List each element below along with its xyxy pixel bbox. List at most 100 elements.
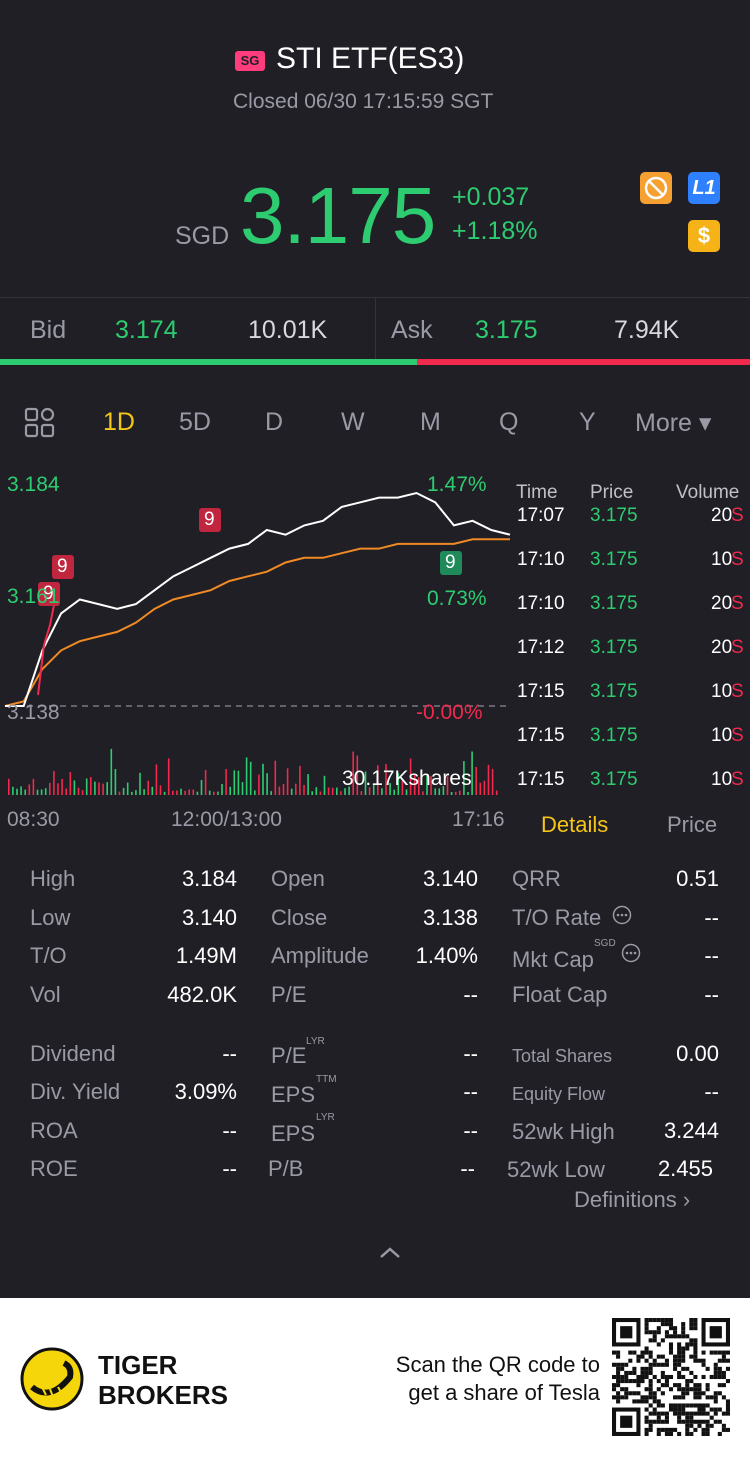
col-volume: Volume (676, 482, 740, 503)
volume-bar (348, 786, 350, 795)
volume-bar (430, 776, 432, 795)
volume-bar (262, 763, 264, 795)
volume-bars (8, 748, 498, 795)
stat-label: 52wk High (512, 1119, 615, 1144)
volume-bar (401, 780, 404, 795)
volume-bar (16, 788, 18, 795)
trade-row: 17:15 3.175 10 S (512, 769, 750, 800)
volume-bar (299, 765, 301, 795)
volume-bar (356, 755, 359, 795)
stat-label: Close (271, 905, 328, 930)
volume-bar (229, 786, 231, 795)
chevron-up-icon[interactable] (378, 1244, 402, 1265)
stat-label: QRR (512, 866, 561, 891)
trade-volume: 10 (711, 725, 733, 746)
volume-bar (475, 767, 477, 795)
bid-price: 3.174 (115, 316, 178, 344)
tab-1d[interactable]: 1D (103, 408, 135, 436)
tab-details[interactable]: Details (541, 812, 609, 837)
stat-label: P/E (271, 1043, 307, 1068)
trade-volume: 20 (711, 505, 733, 526)
volume-bar (159, 785, 162, 795)
volume-bar (446, 776, 449, 795)
stat-sup: TTM (316, 1074, 337, 1085)
volume-bar (364, 771, 367, 795)
stat-value: 3.140 (181, 905, 237, 930)
promo-footer: TIGER BROKERS Scan the QR code to get a … (0, 1298, 750, 1458)
trade-row: 17:10 3.175 20 S (512, 593, 750, 637)
td-label: 9 (43, 583, 54, 604)
stat-value: -- (704, 943, 719, 968)
trade-row: 17:15 3.175 10 S (512, 681, 750, 725)
stat-label: P/E (271, 982, 307, 1007)
ask-ratio-bar (417, 359, 750, 365)
intraday-chart-svg (4, 491, 511, 795)
trade-volume: 20 (711, 637, 733, 658)
time-end: 17:16 (452, 808, 505, 831)
volume-bar (208, 790, 211, 795)
volume-bar (12, 786, 14, 795)
stat-label: Amplitude (271, 943, 369, 968)
stat-label: Float Cap (512, 982, 608, 1007)
tab-m[interactable]: M (420, 408, 441, 436)
level1-icon[interactable]: L1 (688, 172, 720, 204)
bid-label: Bid (30, 316, 67, 344)
info-icon[interactable] (612, 905, 632, 930)
intraday-chart[interactable]: 9 9 9 9 3.184 3.161 3.138 1.47% 0.73% -0… (0, 465, 512, 845)
volume-bar (32, 778, 35, 795)
volume-bar (85, 778, 88, 795)
time-and-sales[interactable]: Time Price Volume 17:07 3.175 20 S 17:10 3.17… (512, 470, 750, 800)
stat-value: 2.455 (657, 1156, 713, 1181)
tab-price[interactable]: Price (667, 812, 718, 837)
trade-time: 17:10 (517, 593, 565, 614)
no-shorting-icon[interactable] (640, 172, 672, 204)
volume-bar (221, 784, 223, 795)
layout-grid-icon[interactable] (24, 407, 56, 446)
td-marker-green (440, 551, 462, 575)
tab-q[interactable]: Q (499, 408, 519, 436)
volume-bar (258, 774, 260, 795)
volume-bar (360, 791, 363, 795)
volume-bar (8, 778, 10, 795)
brand-name: BROKERS (98, 1380, 229, 1410)
volume-bar (155, 764, 158, 795)
rising-segment (37, 594, 57, 696)
volume-bar (151, 786, 154, 795)
td-marker-red (199, 508, 221, 532)
volume-bar (192, 789, 195, 795)
volume-bar (49, 782, 51, 795)
pct-axis-mid: 0.73% (427, 587, 487, 610)
volume-bar (118, 791, 121, 795)
td-label: 9 (445, 552, 456, 573)
stat-value: -- (222, 1041, 237, 1066)
info-icon[interactable] (621, 943, 641, 968)
volume-bar (176, 790, 178, 795)
price-line (5, 491, 511, 707)
volume-bar (323, 775, 326, 795)
tab-more[interactable]: More ▾ (635, 409, 712, 437)
stat-sup: SGD (594, 938, 616, 949)
tab-d[interactable]: D (265, 408, 284, 436)
volume-bar (405, 789, 408, 795)
volume-bar (44, 788, 47, 795)
trade-time: 17:15 (517, 769, 565, 790)
tab-w[interactable]: W (341, 408, 365, 436)
stat-sup: LYR (306, 1036, 325, 1047)
trade-volume: 20 (711, 593, 733, 614)
volume-bar (69, 772, 72, 795)
volume-bar (20, 786, 22, 795)
trade-side: S (731, 637, 744, 658)
volume-bar (352, 751, 354, 795)
volume-bar (266, 773, 268, 795)
volume-bar (397, 773, 400, 795)
dollar-icon[interactable]: $ (688, 220, 720, 252)
volume-bar (200, 780, 203, 795)
definitions-label: Definitions (574, 1187, 677, 1212)
bid-size: 10.01K (248, 316, 328, 344)
tab-y[interactable]: Y (579, 408, 596, 436)
tab-5d[interactable]: 5D (179, 408, 211, 436)
stat-value: -- (704, 1079, 719, 1104)
definitions-link[interactable]: Definitions › (574, 1187, 690, 1213)
trade-price: 3.175 (590, 681, 638, 702)
stat-sup: LYR (316, 1112, 335, 1123)
